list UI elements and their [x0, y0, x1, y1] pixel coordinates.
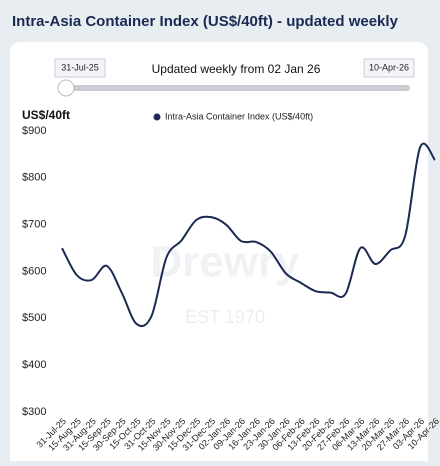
- y-axis-label: US$/40ft: [22, 108, 70, 122]
- series-line: [61, 142, 436, 328]
- slider-start-box: [54, 58, 106, 78]
- card: [10, 42, 428, 466]
- y-tick-label: $300: [22, 406, 46, 418]
- slider-handle[interactable]: [57, 79, 75, 97]
- slider-track[interactable]: [60, 85, 410, 91]
- y-tick-label: $400: [22, 359, 46, 371]
- y-tick-label: $700: [22, 219, 46, 231]
- y-tick-label: $600: [22, 265, 46, 277]
- y-tick-label: $500: [22, 312, 46, 324]
- chart-title: Intra-Asia Container Index (US$/40ft) - …: [12, 13, 399, 30]
- legend-marker: [153, 113, 161, 121]
- slider-start: 31-Jul-25: [61, 62, 99, 72]
- slider-end-box: [363, 58, 415, 78]
- legend-label: Intra-Asia Container Index (US$/40ft): [165, 111, 313, 121]
- y-tick-label: $900: [22, 125, 46, 137]
- y-tick-label: $800: [22, 172, 46, 184]
- watermark: EST 1970: [185, 307, 265, 327]
- slider-end: 10-Apr-26: [369, 62, 409, 72]
- slider-caption: Updated weekly from 02 Jan 26: [152, 62, 321, 76]
